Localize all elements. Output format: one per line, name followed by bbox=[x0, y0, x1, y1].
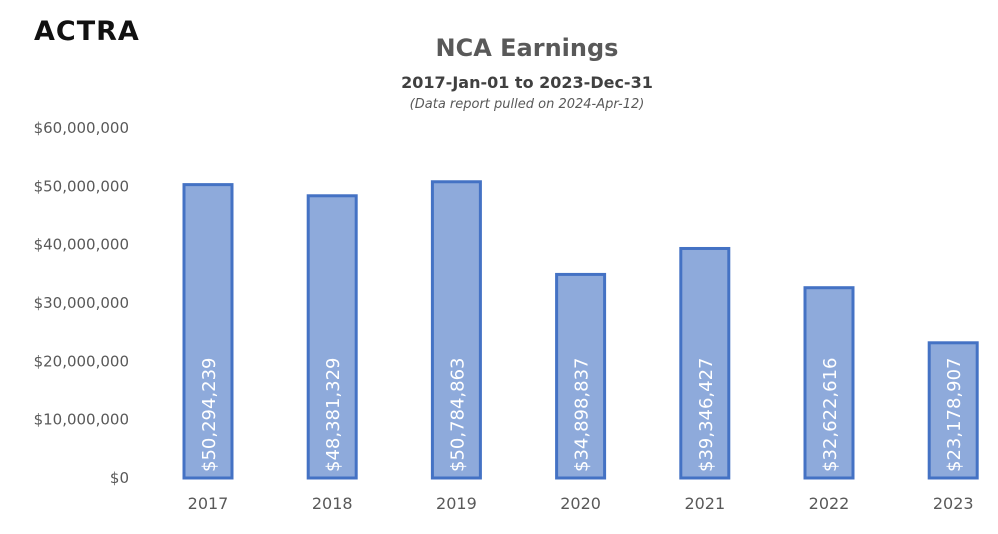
x-tick-label: 2017 bbox=[188, 494, 229, 513]
bar-data-label: $34,898,837 bbox=[572, 357, 593, 472]
x-tick-label: 2019 bbox=[436, 494, 477, 513]
y-tick-label: $60,000,000 bbox=[34, 119, 129, 137]
x-tick-label: 2021 bbox=[684, 494, 725, 513]
y-tick-label: $0 bbox=[110, 469, 129, 487]
y-tick-label: $30,000,000 bbox=[34, 294, 129, 312]
bar bbox=[927, 341, 979, 480]
x-tick-label: 2018 bbox=[312, 494, 353, 513]
chart-subtitle: 2017-Jan-01 to 2023-Dec-31 bbox=[401, 73, 653, 92]
y-tick-label: $10,000,000 bbox=[34, 411, 129, 429]
chart-note: (Data report pulled on 2024-Apr-12) bbox=[409, 97, 645, 112]
chart-title: NCA Earnings bbox=[435, 34, 619, 62]
actra-logo: ACTRA bbox=[34, 16, 140, 47]
y-tick-label: $50,000,000 bbox=[34, 177, 129, 195]
y-tick-label: $40,000,000 bbox=[34, 236, 129, 254]
bar bbox=[803, 286, 855, 480]
y-tick-label: $20,000,000 bbox=[34, 352, 129, 370]
bar-data-label: $23,178,907 bbox=[944, 357, 965, 472]
x-tick-label: 2023 bbox=[933, 494, 974, 513]
bar-data-label: $32,622,616 bbox=[820, 357, 841, 472]
bar bbox=[430, 180, 482, 480]
bar bbox=[555, 272, 607, 480]
bar-data-label: $39,346,427 bbox=[696, 357, 717, 472]
bar-data-label: $48,381,329 bbox=[323, 357, 344, 472]
bar-data-label: $50,294,239 bbox=[199, 357, 220, 472]
bar bbox=[306, 194, 358, 480]
x-tick-label: 2020 bbox=[560, 494, 601, 513]
x-tick-label: 2022 bbox=[809, 494, 850, 513]
bar bbox=[679, 246, 731, 480]
bar bbox=[182, 183, 234, 480]
bar-data-label: $50,784,863 bbox=[447, 357, 468, 472]
